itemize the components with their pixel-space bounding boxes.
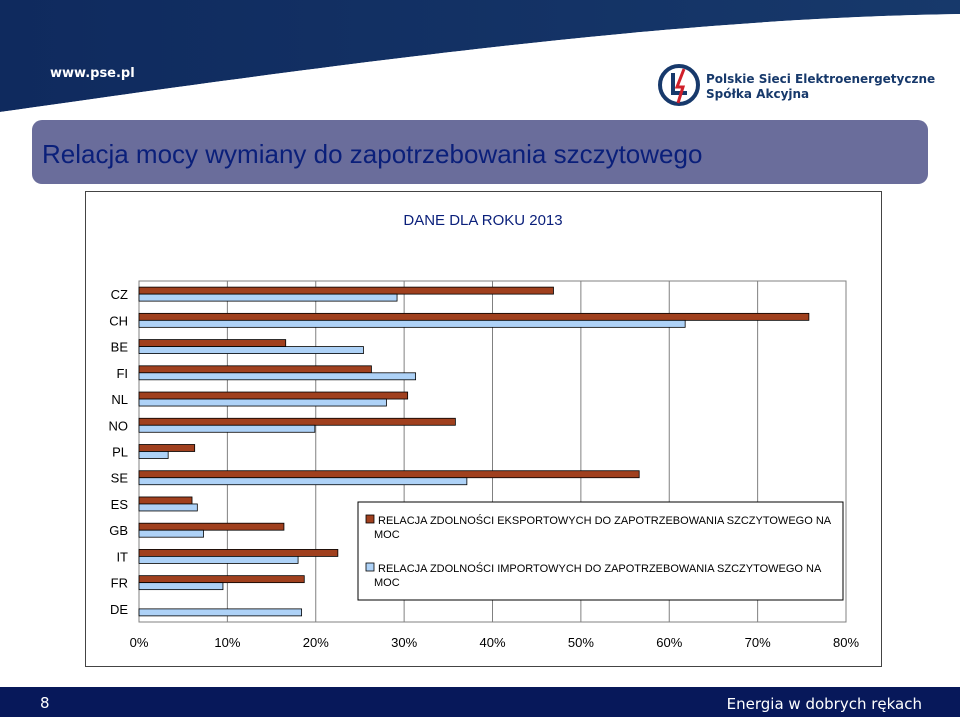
export-bar [138,496,193,505]
bar-chart: DANE DLA ROKU 2013 0% 10% 20% 30% 40% 50% 60% 7… [109,212,860,650]
import-bar [138,556,299,564]
export-bar [138,339,287,347]
import-bar [138,582,224,591]
y-category-label: SE [111,471,129,486]
import-bar [138,477,468,486]
legend-import-swatch [365,562,375,572]
company-name: Polskie Sieci Elektroenergetyczne Spółka… [706,72,935,102]
y-category-label: GB [109,523,128,538]
import-bar [138,398,387,407]
x-tick-label: 0% [130,635,149,650]
export-bar [138,391,409,400]
slogan: Energia w dobrych rękach [726,695,922,713]
x-tick-label: 80% [833,635,859,650]
x-tick-label: 50% [568,635,594,650]
header-band-shape [0,0,960,112]
import-bar [138,372,417,381]
y-category-label: NL [111,392,128,407]
import-bar [138,529,204,538]
export-bar [138,575,305,584]
export-bar [138,549,339,557]
export-bar [138,444,196,452]
y-category-label: FI [116,366,128,381]
import-bar [138,346,364,354]
footer-band: 8 Energia w dobrych rękach [0,687,960,717]
pse-logo-icon [657,63,701,107]
import-bar [138,319,686,328]
site-url[interactable]: www.pse.pl [50,66,135,81]
y-category-label: ES [111,497,129,512]
export-bar [138,522,285,531]
company-name-line1: Polskie Sieci Elektroenergetyczne [706,72,936,86]
y-category-label: NO [109,418,129,433]
x-tick-label: 40% [479,635,505,650]
page-number: 8 [40,694,50,712]
x-tick-label: 20% [303,635,329,650]
y-category-label: PL [112,445,128,460]
x-tick-label: 60% [656,635,682,650]
legend-box [357,501,844,601]
export-bar [138,417,456,426]
legend-import-label: RELACJA ZDOLNOŚCI IMPORTOWYCH DO ZAPOTRZ… [374,562,822,589]
company-name-line2: Spółka Akcyjna [706,87,810,101]
header-band [0,0,960,112]
export-bar [138,365,372,374]
y-category-label: CZ [111,287,128,302]
chart-title: DANE DLA ROKU 2013 [403,212,562,229]
x-tick-label: 70% [745,635,771,650]
y-category-label: FR [111,576,128,591]
import-bar [138,293,398,302]
y-category-label: IT [116,549,128,564]
import-bar [138,424,316,433]
page-title: Relacja mocy wymiany do zapotrzebowania … [42,139,703,169]
import-bar [138,503,198,512]
x-tick-label: 30% [391,635,417,650]
y-category-label: CH [109,313,128,328]
title-bar: Relacja mocy wymiany do zapotrzebowania … [32,120,928,184]
y-category-label: BE [111,340,129,355]
legend-export-swatch [365,514,375,524]
export-bar [138,312,810,321]
export-bar [138,286,554,295]
x-tick-label: 10% [214,635,240,650]
export-bar [138,470,640,479]
import-bar [138,608,303,617]
chart-panel: DANE DLA ROKU 2013 0% 10% 20% 30% 40% 50% 60% 7… [85,191,882,667]
y-category-label: DE [110,602,128,617]
legend-export-label: RELACJA ZDOLNOŚCI EKSPORTOWYCH DO ZAPOTR… [374,514,832,541]
import-bar [138,451,169,459]
